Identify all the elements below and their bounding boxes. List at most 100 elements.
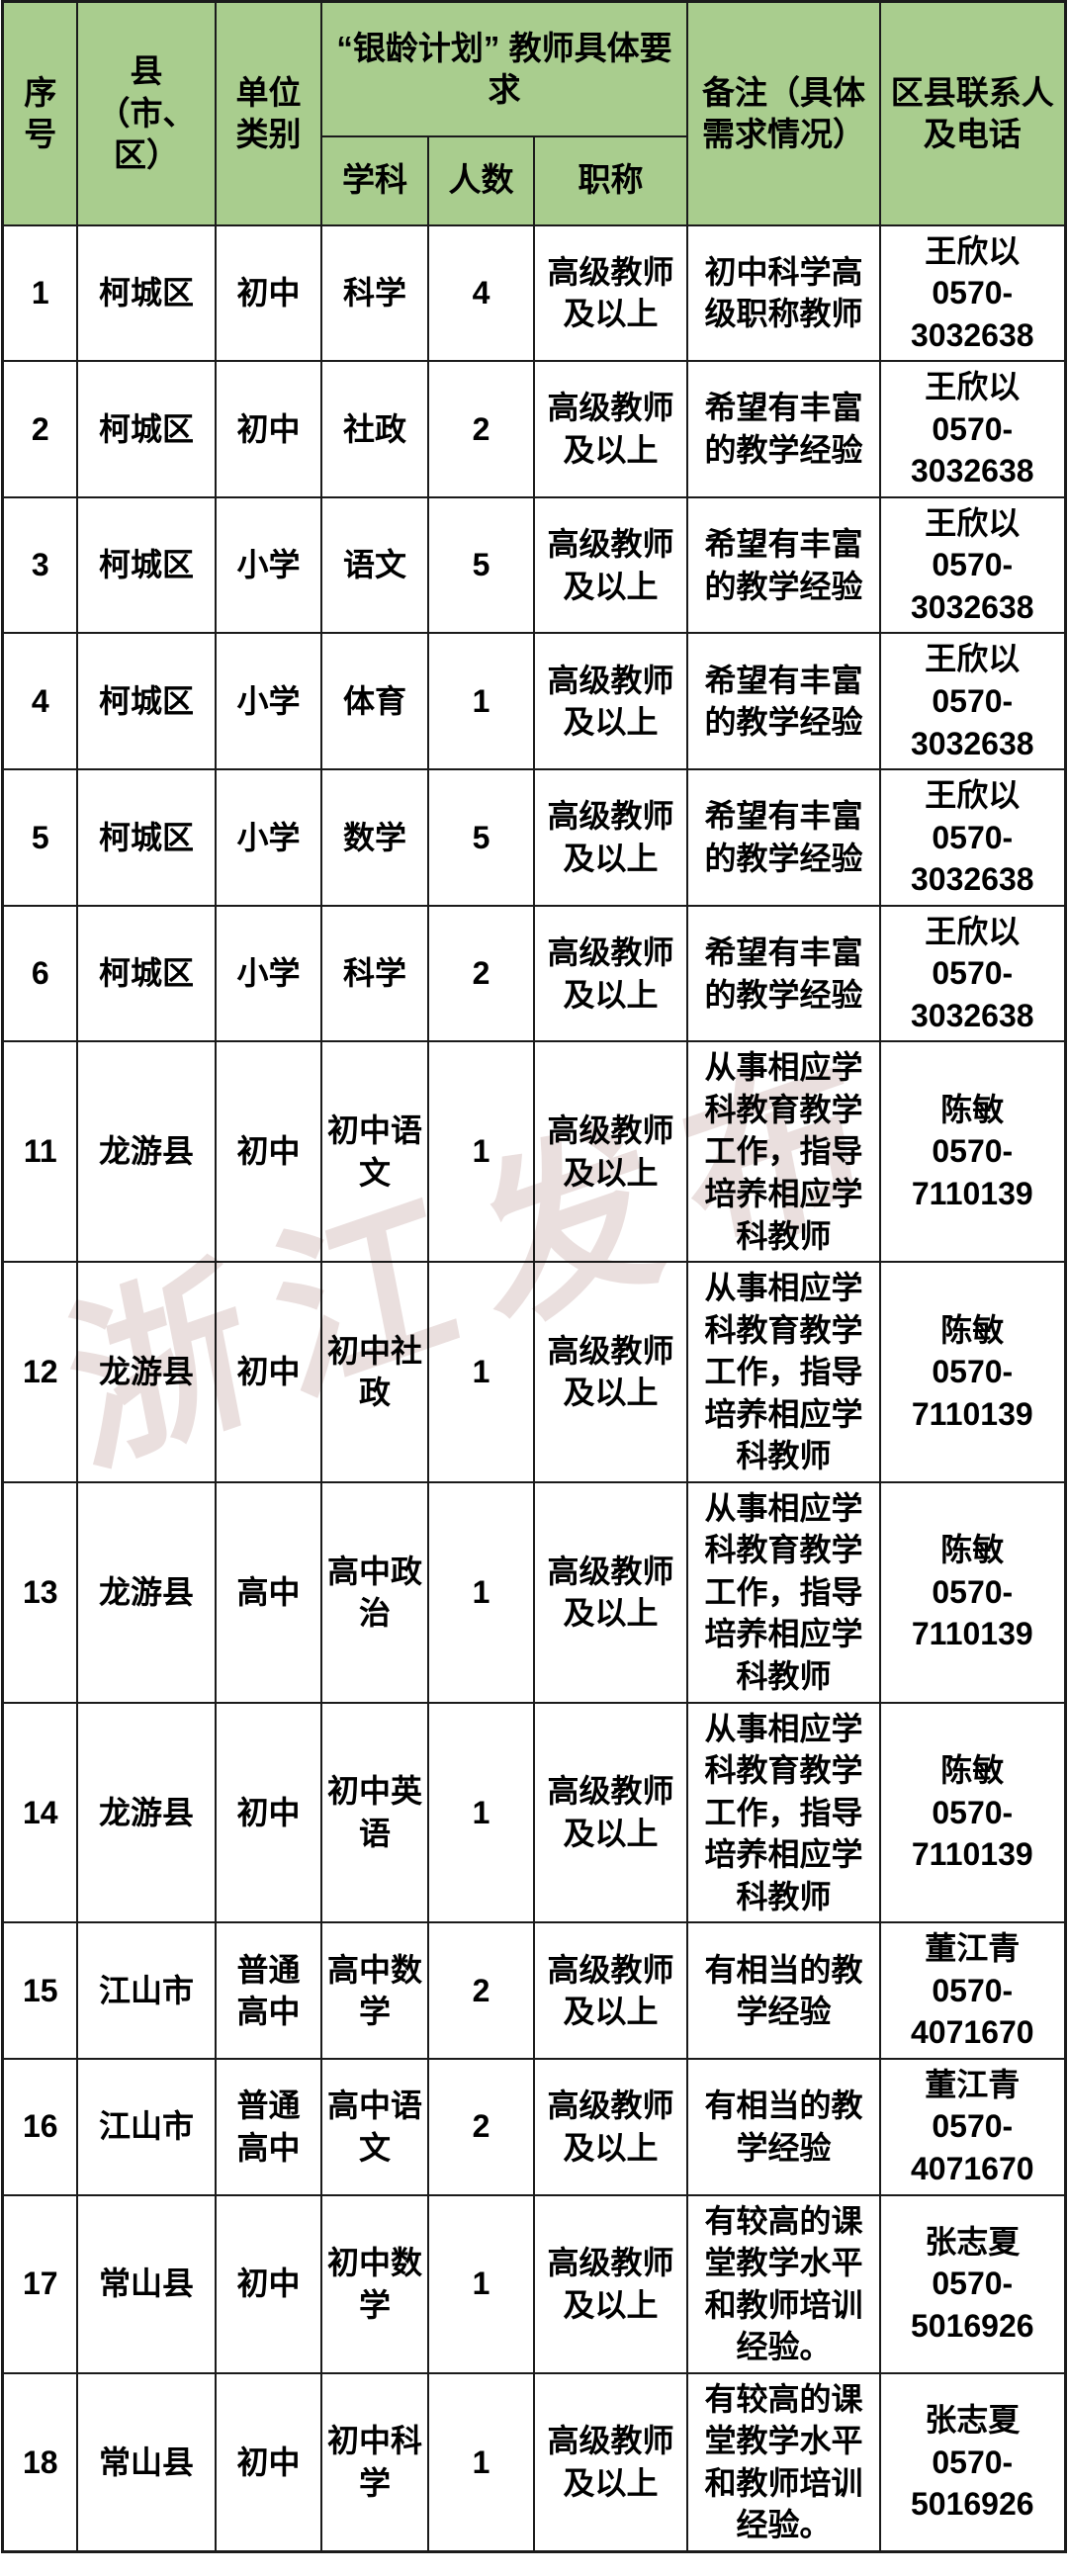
cell-title: 高级教师及以上 [532, 1921, 689, 2060]
cell-seq: 11 [1, 1040, 78, 1264]
cell-contact: 陈敏 0570-7110139 [879, 1261, 1067, 1483]
contact-name: 张志夏 [925, 2402, 1021, 2439]
contact-phone: 0570-3032638 [910, 819, 1034, 898]
cell-county: 柯城区 [75, 904, 217, 1043]
contact-name: 董江青 [925, 2066, 1021, 2102]
table-row: 16 江山市 普通高中 高中语文 2 高级教师及以上 有相当的教学经验 董江青 0570-407… [1, 2057, 1067, 2196]
cell-count: 1 [426, 2371, 535, 2553]
cell-count: 2 [426, 2057, 535, 2196]
cell-unit-type: 普通高中 [214, 2057, 322, 2196]
cell-county: 柯城区 [75, 223, 217, 363]
cell-count: 5 [426, 495, 535, 635]
cell-subject: 高中政治 [319, 1480, 429, 1704]
cell-county: 江山市 [75, 1921, 217, 2060]
cell-unit-type: 初中 [214, 1261, 322, 1483]
cell-unit-type: 小学 [214, 904, 322, 1043]
cell-county: 龙游县 [75, 1701, 217, 1924]
cell-seq: 4 [1, 632, 78, 771]
cell-remark: 初中科学高级职称教师 [686, 223, 882, 363]
cell-subject: 高中数学 [319, 1921, 429, 2060]
header-subject: 学科 [319, 134, 429, 226]
cell-contact: 王欣以 0570-3032638 [879, 360, 1067, 498]
contact-phone: 0570-3032638 [910, 547, 1034, 625]
cell-subject: 体育 [319, 632, 429, 771]
cell-remark: 从事相应学科教育教学工作，指导培养相应学科教师 [686, 1701, 882, 1924]
cell-seq: 17 [1, 2193, 78, 2374]
contact-phone: 0570-4071670 [910, 2108, 1034, 2187]
cell-title: 高级教师及以上 [532, 2193, 689, 2374]
contact-phone: 0570-7110139 [911, 1133, 1033, 1211]
cell-remark: 有相当的教学经验 [686, 2057, 882, 2196]
header-county: 县（市、区） [75, 0, 217, 226]
cell-contact: 张志夏 0570-5016926 [879, 2193, 1067, 2374]
cell-county: 柯城区 [75, 495, 217, 635]
table-row: 4 柯城区 小学 体育 1 高级教师及以上 希望有丰富的教学经验 王欣以 0570-303263… [1, 632, 1067, 771]
cell-remark: 有较高的课堂教学水平和教师培训经验。 [686, 2193, 882, 2374]
header-row-1: 序号 县（市、区） 单位类别 “银龄计划” 教师具体要求 备注（具体需求情况） … [1, 0, 1067, 226]
cell-title: 高级教师及以上 [532, 1040, 689, 1264]
contact-name: 王欣以 [925, 504, 1021, 541]
cell-unit-type: 小学 [214, 632, 322, 771]
cell-title: 高级教师及以上 [532, 632, 689, 771]
cell-contact: 王欣以 0570-3032638 [879, 223, 1067, 363]
cell-count: 2 [426, 904, 535, 1043]
cell-contact: 王欣以 0570-3032638 [879, 904, 1067, 1043]
cell-contact: 陈敏 0570-7110139 [879, 1040, 1067, 1264]
table-row: 5 柯城区 小学 数学 5 高级教师及以上 希望有丰富的教学经验 王欣以 0570-303263… [1, 768, 1067, 907]
contact-phone: 0570-7110139 [911, 1354, 1033, 1432]
cell-title: 高级教师及以上 [532, 768, 689, 907]
cell-count: 1 [426, 1040, 535, 1264]
table-row: 11 龙游县 初中 初中语文 1 高级教师及以上 从事相应学科教育教学工作，指导培养相应学科… [1, 1040, 1067, 1264]
header-row-2: 学科 人数 职称 [3, 134, 1065, 226]
cell-title: 高级教师及以上 [532, 360, 689, 498]
contact-name: 王欣以 [925, 232, 1021, 269]
cell-county: 柯城区 [75, 632, 217, 771]
contact-phone: 0570-3032638 [910, 682, 1034, 761]
cell-subject: 科学 [319, 223, 429, 363]
cell-title: 高级教师及以上 [532, 223, 689, 363]
cell-subject: 高中语文 [319, 2057, 429, 2196]
cell-title: 高级教师及以上 [532, 2371, 689, 2553]
cell-contact: 王欣以 0570-3032638 [879, 495, 1067, 635]
cell-county: 柯城区 [75, 768, 217, 907]
cell-unit-type: 高中 [214, 1480, 322, 1704]
table-row: 6 柯城区 小学 科学 2 高级教师及以上 希望有丰富的教学经验 王欣以 0570-303263… [1, 904, 1067, 1043]
cell-subject: 科学 [319, 904, 429, 1043]
cell-subject: 初中科学 [319, 2371, 429, 2553]
cell-seq: 2 [1, 360, 78, 498]
cell-title: 高级教师及以上 [532, 1701, 689, 1924]
contact-name: 陈敏 [940, 1311, 1005, 1348]
header-count: 人数 [426, 134, 535, 226]
cell-contact: 董江青 0570-4071670 [879, 1921, 1067, 2060]
cell-subject: 初中社政 [319, 1261, 429, 1483]
contact-phone: 0570-3032638 [910, 410, 1034, 489]
table-row: 3 柯城区 小学 语文 5 高级教师及以上 希望有丰富的教学经验 王欣以 0570-303263… [1, 495, 1067, 635]
table-row: 15 江山市 普通高中 高中数学 2 高级教师及以上 有相当的教学经验 董江青 0570-407… [1, 1921, 1067, 2060]
cell-county: 常山县 [75, 2193, 217, 2374]
cell-contact: 陈敏 0570-7110139 [879, 1701, 1067, 1924]
cell-title: 高级教师及以上 [532, 1261, 689, 1483]
cell-unit-type: 初中 [214, 1701, 322, 1924]
cell-unit-type: 小学 [214, 495, 322, 635]
table-row: 12 龙游县 初中 初中社政 1 高级教师及以上 从事相应学科教育教学工作，指导培养相应学科… [1, 1261, 1067, 1483]
cell-contact: 董江青 0570-4071670 [879, 2057, 1067, 2196]
cell-contact: 王欣以 0570-3032638 [879, 632, 1067, 771]
cell-count: 2 [426, 1921, 535, 2060]
table-row: 14 龙游县 初中 初中英语 1 高级教师及以上 从事相应学科教育教学工作，指导培养相应学科… [1, 1701, 1067, 1924]
cell-county: 龙游县 [75, 1480, 217, 1704]
cell-contact: 张志夏 0570-5016926 [879, 2371, 1067, 2553]
cell-county: 常山县 [75, 2371, 217, 2553]
cell-county: 江山市 [75, 2057, 217, 2196]
contact-name: 王欣以 [925, 369, 1021, 405]
header-contact: 区县联系人及电话 [879, 0, 1067, 226]
cell-seq: 14 [1, 1701, 78, 1924]
cell-remark: 从事相应学科教育教学工作，指导培养相应学科教师 [686, 1261, 882, 1483]
contact-phone: 0570-4071670 [910, 1972, 1034, 2051]
header-remark: 备注（具体需求情况） [686, 0, 882, 226]
cell-unit-type: 初中 [214, 360, 322, 498]
cell-title: 高级教师及以上 [532, 904, 689, 1043]
cell-subject: 初中英语 [319, 1701, 429, 1924]
contact-phone: 0570-7110139 [911, 1794, 1033, 1873]
